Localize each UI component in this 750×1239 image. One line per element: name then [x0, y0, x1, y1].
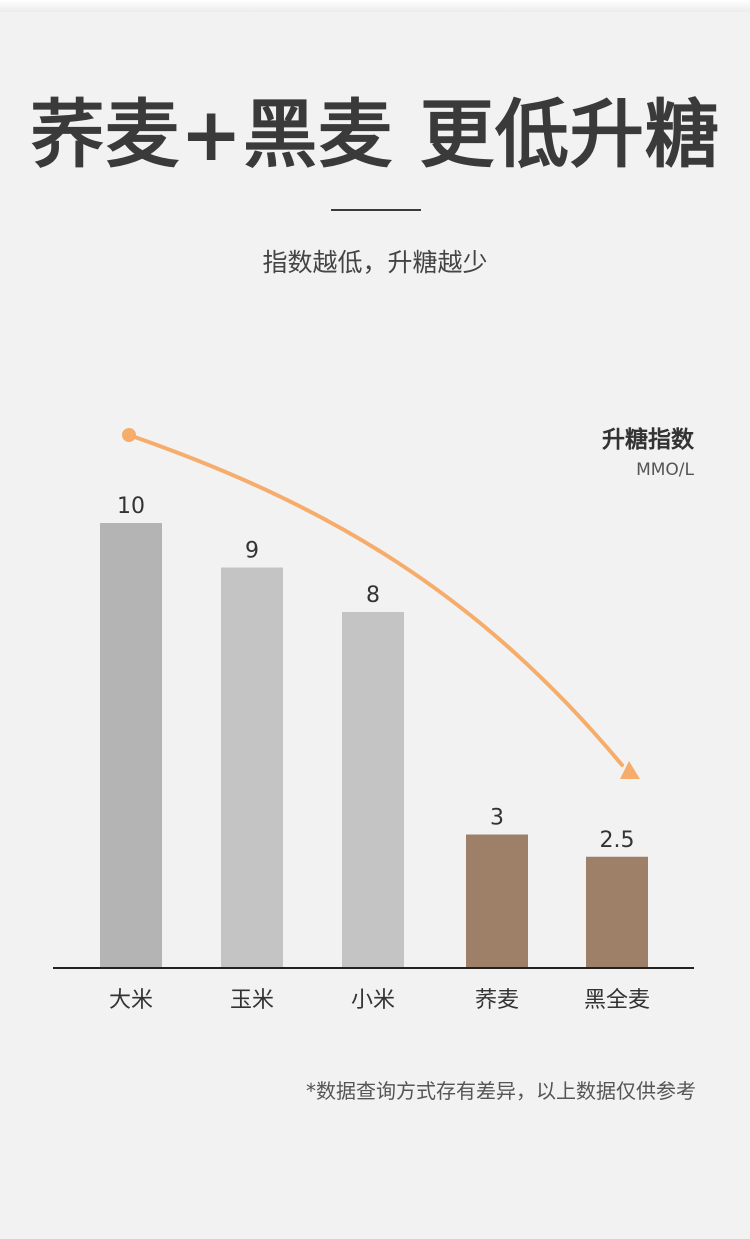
bar-3 — [342, 612, 404, 968]
x-tick-label: 玉米 — [230, 988, 274, 1013]
page-title: 荞麦+黑麦 更低升糖 — [30, 92, 720, 178]
x-tick-label: 大米 — [109, 988, 153, 1013]
footnote: *数据查询方式存有差异，以上数据仅供参考 — [306, 1079, 696, 1103]
bar-value-label: 3 — [490, 806, 504, 831]
bar-value-label: 8 — [366, 583, 380, 608]
bar-chart: 升糖指数 MMO/L 10 大米 9 玉米 8 小米 3 荞麦 2.5 黑全麦 — [53, 426, 695, 1013]
trend-arrowhead — [620, 761, 640, 779]
product-image-edge — [0, 0, 750, 12]
bar-4 — [466, 834, 528, 968]
bar-value-label: 10 — [117, 494, 145, 519]
title-divider — [331, 209, 421, 211]
bar-1 — [100, 523, 162, 968]
x-tick-label: 荞麦 — [475, 988, 519, 1013]
trend-arrow-line — [127, 433, 624, 767]
bar-2 — [221, 567, 283, 968]
bar-value-label: 9 — [245, 539, 259, 564]
page-subtitle: 指数越低，升糖越少 — [262, 248, 488, 277]
x-tick-label: 黑全麦 — [584, 988, 650, 1013]
bar-value-label: 2.5 — [600, 828, 635, 853]
trend-start-dot — [122, 428, 136, 442]
y-axis-unit: MMO/L — [636, 460, 694, 480]
y-axis-label: 升糖指数 — [602, 426, 695, 453]
bar-5 — [586, 856, 648, 968]
x-tick-label: 小米 — [351, 988, 395, 1013]
